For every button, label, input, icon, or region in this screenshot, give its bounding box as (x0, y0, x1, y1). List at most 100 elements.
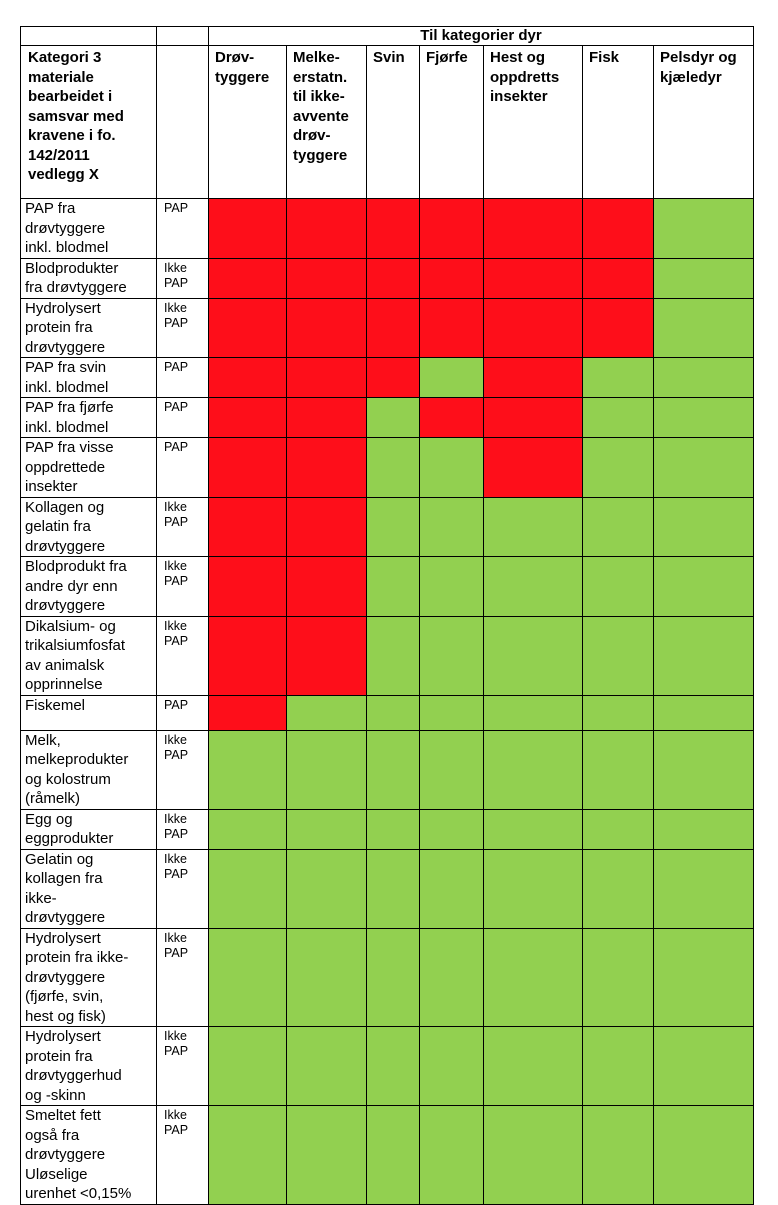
status-cell-not-allowed (483, 297, 583, 358)
status-cell-allowed (483, 556, 583, 617)
status-cell-allowed (653, 297, 754, 358)
status-cell-allowed (366, 437, 420, 498)
row-label: Blodprodukt fra andre dyr enn drøvtygger… (20, 556, 157, 617)
status-cell-allowed (582, 808, 654, 850)
status-cell-allowed (366, 615, 420, 696)
column-header-fjorfe: Fjørfe (419, 45, 484, 199)
row-type: PAP (156, 437, 209, 498)
row-label: PAP fra drøvtyggere inkl. blodmel (20, 198, 157, 259)
column-header-melkeerstatning: Melke- erstatn. til ikke- avvente drøv- … (286, 45, 367, 199)
status-cell-allowed (286, 848, 367, 929)
row-label: Kollagen og gelatin fra drøvtyggere (20, 496, 157, 557)
status-cell-not-allowed (419, 198, 484, 259)
status-cell-not-allowed (419, 397, 484, 438)
status-cell-not-allowed (483, 257, 583, 299)
corner-cell-type-blank (156, 26, 209, 46)
status-cell-not-allowed (286, 397, 367, 438)
table-row: Hydrolysert protein fra drøvtyggerhud og… (20, 1026, 754, 1106)
status-cell-not-allowed (208, 257, 287, 299)
row-label: Melk, melkeprodukter og kolostrum (råmel… (20, 729, 157, 810)
row-label: Fiskemel (20, 694, 157, 731)
status-cell-not-allowed (286, 357, 367, 398)
table-row: Kollagen og gelatin fra drøvtyggere Ikke … (20, 496, 754, 557)
status-cell-not-allowed (286, 437, 367, 498)
status-cell-allowed (582, 1105, 654, 1205)
status-cell-not-allowed (286, 297, 367, 358)
status-cell-allowed (582, 1026, 654, 1106)
status-cell-allowed (366, 397, 420, 438)
status-cell-allowed (653, 397, 754, 438)
status-cell-allowed (483, 1026, 583, 1106)
status-cell-allowed (419, 357, 484, 398)
status-cell-allowed (366, 556, 420, 617)
status-cell-allowed (419, 1105, 484, 1205)
row-type: PAP (156, 198, 209, 259)
row-type: PAP (156, 397, 209, 438)
status-cell-allowed (483, 1105, 583, 1205)
status-cell-allowed (582, 927, 654, 1027)
category-header: Kategori 3 materiale bearbeidet i samsva… (20, 45, 157, 199)
status-cell-allowed (208, 1105, 287, 1205)
status-cell-allowed (483, 927, 583, 1027)
column-header-svin: Svin (366, 45, 420, 199)
status-cell-not-allowed (286, 615, 367, 696)
status-cell-not-allowed (366, 198, 420, 259)
status-cell-not-allowed (208, 437, 287, 498)
column-header-drovtyggere: Drøv- tyggere (208, 45, 287, 199)
status-cell-allowed (653, 496, 754, 557)
status-cell-allowed (286, 808, 367, 850)
status-cell-allowed (483, 496, 583, 557)
status-cell-not-allowed (582, 297, 654, 358)
status-cell-allowed (366, 1026, 420, 1106)
status-cell-allowed (208, 1026, 287, 1106)
table-row: Hydrolysert protein fra ikke- drøvtygger… (20, 927, 754, 1027)
row-type: Ikke PAP (156, 927, 209, 1027)
status-cell-allowed (286, 729, 367, 810)
status-cell-allowed (419, 694, 484, 731)
status-cell-not-allowed (208, 357, 287, 398)
status-cell-not-allowed (208, 556, 287, 617)
status-cell-allowed (286, 694, 367, 731)
group-header: Til kategorier dyr (208, 26, 754, 46)
status-cell-allowed (653, 437, 754, 498)
status-cell-allowed (208, 808, 287, 850)
table-row: Dikalsium- og trikalsiumfosfat av animal… (20, 615, 754, 696)
status-cell-allowed (483, 729, 583, 810)
status-cell-allowed (653, 357, 754, 398)
table-row: Hydrolysert protein fra drøvtyggere Ikke … (20, 297, 754, 358)
row-type: Ikke PAP (156, 1026, 209, 1106)
status-cell-not-allowed (366, 357, 420, 398)
status-cell-not-allowed (483, 198, 583, 259)
status-cell-allowed (366, 808, 420, 850)
status-cell-allowed (653, 927, 754, 1027)
status-cell-not-allowed (286, 198, 367, 259)
status-cell-not-allowed (208, 694, 287, 731)
row-label: Hydrolysert protein fra drøvtyggere (20, 297, 157, 358)
status-cell-allowed (582, 694, 654, 731)
row-label: Smeltet fett også fra drøvtyggere Uløsel… (20, 1105, 157, 1205)
status-cell-not-allowed (483, 397, 583, 438)
row-label: Dikalsium- og trikalsiumfosfat av animal… (20, 615, 157, 696)
status-cell-allowed (366, 848, 420, 929)
status-cell-allowed (653, 556, 754, 617)
status-cell-allowed (653, 848, 754, 929)
table-row: PAP fra svin inkl. blodmel PAP (20, 357, 754, 398)
status-cell-allowed (653, 1105, 754, 1205)
status-cell-allowed (286, 927, 367, 1027)
status-cell-allowed (582, 437, 654, 498)
table-row: Fiskemel PAP (20, 694, 754, 731)
status-cell-allowed (483, 848, 583, 929)
status-cell-allowed (582, 615, 654, 696)
status-cell-not-allowed (208, 297, 287, 358)
row-label: Gelatin og kollagen fra ikke- drøvtygger… (20, 848, 157, 929)
status-cell-not-allowed (366, 257, 420, 299)
status-cell-allowed (419, 496, 484, 557)
row-type: Ikke PAP (156, 848, 209, 929)
status-cell-allowed (366, 496, 420, 557)
status-cell-allowed (366, 1105, 420, 1205)
row-label: Hydrolysert protein fra ikke- drøvtygger… (20, 927, 157, 1027)
status-cell-not-allowed (483, 437, 583, 498)
status-cell-not-allowed (208, 496, 287, 557)
table-row: PAP fra fjørfe inkl. blodmel PAP (20, 397, 754, 438)
status-cell-allowed (582, 729, 654, 810)
